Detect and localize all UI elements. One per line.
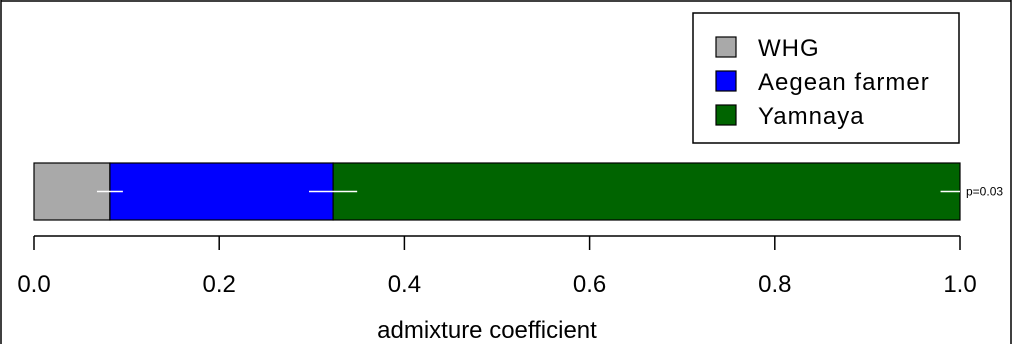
bar-segment-2 bbox=[332, 162, 961, 221]
x-tick-label-5: 1.0 bbox=[943, 271, 976, 298]
x-tick-label-3: 0.6 bbox=[573, 271, 606, 298]
legend-label-0: WHG bbox=[758, 35, 820, 62]
x-tick-label-4: 0.8 bbox=[758, 271, 791, 298]
p-value-annotation: p=0.03 bbox=[966, 185, 1003, 199]
legend-swatch-1 bbox=[715, 70, 737, 92]
legend: WHG Aegean farmer Yamnaya bbox=[692, 12, 960, 144]
x-tick-label-0: 0.0 bbox=[17, 271, 50, 298]
legend-label-1: Aegean farmer bbox=[758, 69, 930, 96]
x-tick-label-1: 0.2 bbox=[203, 271, 236, 298]
legend-box bbox=[692, 12, 960, 144]
legend-swatch-0 bbox=[715, 36, 737, 58]
x-tick-label-2: 0.4 bbox=[388, 271, 421, 298]
bar-segment-1 bbox=[109, 162, 334, 221]
stacked-bar bbox=[33, 162, 961, 221]
x-axis-label: admixture coefficient bbox=[377, 317, 597, 344]
legend-swatch-2 bbox=[715, 104, 737, 126]
x-axis-ticks: 0.0 0.2 0.4 0.6 0.8 1.0 bbox=[17, 236, 977, 298]
legend-label-2: Yamnaya bbox=[758, 103, 865, 130]
